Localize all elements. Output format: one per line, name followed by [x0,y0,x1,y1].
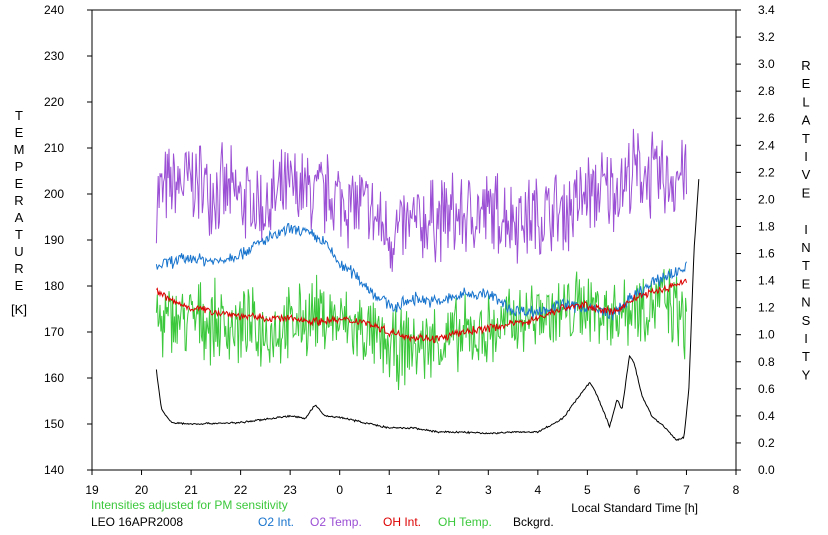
sensitivity-note: Intensities adjusted for PM sensitivity [91,498,288,512]
x-tick-label: 20 [135,483,149,497]
right-tick-label: 1.8 [758,219,775,233]
right-axis-label-letter: V [802,167,811,182]
right-tick-label: 2.6 [758,111,775,125]
left-axis-label-letter: R [14,261,23,276]
left-tick-label: 230 [44,49,64,63]
right-tick-label: 0.4 [758,409,775,423]
left-axis-label-letter: R [14,193,23,208]
right-axis-label-letter: I [804,149,808,164]
right-axis-label-letter: T [802,258,810,273]
left-axis-label-letter: T [15,108,23,123]
legend-item-oh-int: OH Int. [383,515,421,529]
left-tick-label: 210 [44,141,64,155]
right-axis-label-letter: A [802,113,811,128]
right-tick-label: 1.6 [758,247,775,261]
right-axis-ticks: 0.0 0.2 0.4 0.6 0.8 1.0 1.2 1.4 1.6 1.8 2.0 2.2 2.4 2… [736,3,775,477]
left-axis-label-letter: E [15,125,24,140]
x-tick-label: 3 [485,483,492,497]
left-axis-label-letter: E [15,278,24,293]
right-axis-label-letter: T [802,349,810,364]
right-axis-label-letter: T [802,131,810,146]
x-tick-label: 6 [634,483,641,497]
left-tick-label: 150 [44,417,64,431]
series-oh-int [156,278,687,344]
x-tick-label: 1 [386,483,393,497]
right-axis-label-letter: N [801,295,810,310]
right-tick-label: 3.4 [758,3,775,17]
right-axis-label-letter: L [802,94,809,109]
right-tick-label: 2.0 [758,192,775,206]
right-tick-label: 2.2 [758,165,775,179]
right-tick-label: 3.2 [758,30,775,44]
legend-item-o2-temp: O2 Temp. [310,515,362,529]
x-tick-label: 21 [184,483,198,497]
left-tick-label: 170 [44,325,64,339]
x-axis-ticks: 19 20 21 22 23 0 1 2 3 4 5 6 7 8 [85,470,740,497]
right-axis-label-letter: R [801,58,810,73]
legend-item-bckgrd: Bckgrd. [513,515,554,529]
right-axis-label-letter: I [804,222,808,237]
x-tick-label: 8 [733,483,740,497]
right-tick-label: 0.0 [758,463,775,477]
left-axis-ticks: 140 150 160 170 180 190 200 210 220 230 240 [44,3,92,477]
x-tick-label: 23 [283,483,297,497]
left-axis-unit: [K] [11,302,27,317]
right-tick-label: 2.8 [758,84,775,98]
left-axis-label-letter: P [15,159,24,174]
right-axis-label-letter: S [802,313,811,328]
left-axis-label-letter: T [15,227,23,242]
right-axis-label-letter: I [804,331,808,346]
series-o2-int [155,223,687,321]
right-axis-label-letter: E [802,185,811,200]
right-tick-label: 3.0 [758,57,775,71]
left-tick-label: 190 [44,233,64,247]
series-layer [155,128,700,441]
plot-frame [91,9,737,471]
left-axis-label-letter: M [14,142,25,157]
x-tick-label: 7 [683,483,690,497]
x-tick-label: 22 [234,483,248,497]
right-tick-label: 0.8 [758,355,775,369]
legend: O2 Int. O2 Temp. OH Int. OH Temp. Bckgrd. [258,515,554,529]
right-tick-label: 1.4 [758,274,775,288]
x-tick-label: 19 [85,483,99,497]
right-tick-label: 0.2 [758,436,775,450]
left-tick-label: 140 [44,463,64,477]
right-axis-label-letter: E [802,276,811,291]
legend-item-o2-int: O2 Int. [258,515,294,529]
left-tick-label: 200 [44,187,64,201]
station-label: LEO 16APR2008 [91,515,183,529]
legend-item-oh-temp: OH Temp. [438,515,492,529]
left-tick-label: 160 [44,371,64,385]
right-axis-label-letter: Y [802,367,811,382]
left-tick-label: 240 [44,3,64,17]
x-tick-label: 5 [584,483,591,497]
left-tick-label: 180 [44,279,64,293]
x-tick-label: 2 [435,483,442,497]
series-o2-temp [155,128,687,272]
series-oh-temp [155,268,687,391]
right-tick-label: 1.0 [758,328,775,342]
x-axis-label: Local Standard Time [h] [571,501,698,515]
right-tick-label: 0.6 [758,382,775,396]
left-axis-label-letter: E [15,176,24,191]
x-tick-label: 0 [336,483,343,497]
x-tick-label: 4 [535,483,542,497]
right-axis-label-letter: E [802,76,811,91]
left-tick-label: 220 [44,95,64,109]
right-tick-label: 2.4 [758,138,775,152]
series-bckgrd [155,179,700,441]
right-axis-label-letter: N [801,240,810,255]
left-axis-label-letter: A [15,210,24,225]
right-tick-label: 1.2 [758,301,775,315]
left-axis-label-letter: U [14,244,23,259]
